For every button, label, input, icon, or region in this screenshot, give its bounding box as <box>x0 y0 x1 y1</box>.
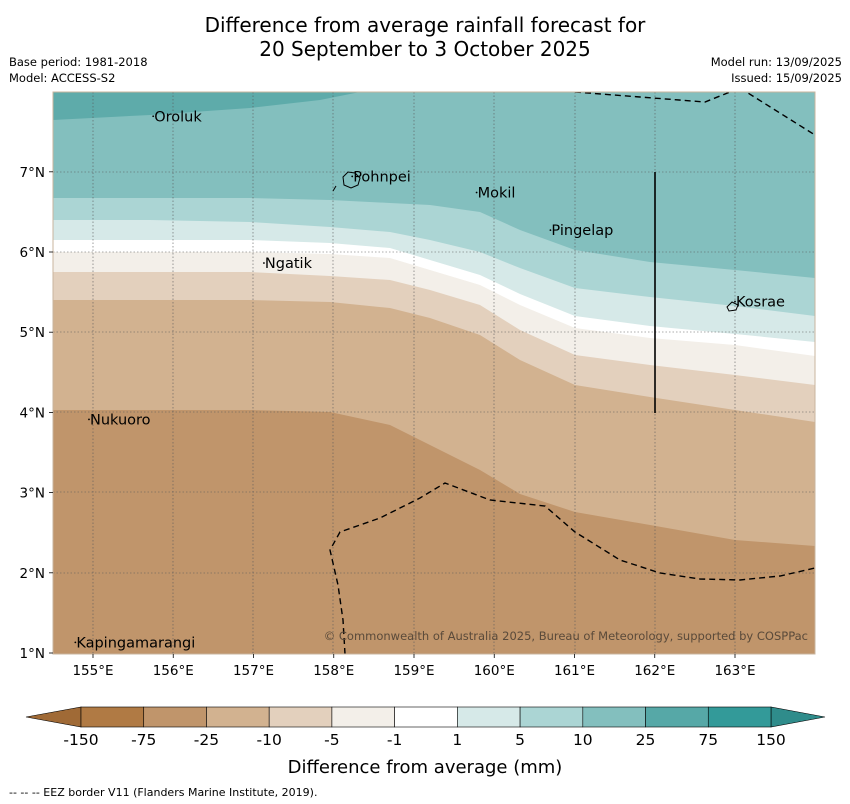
lon-tick-label: 156°E <box>153 663 194 679</box>
place-labels: Oroluk Pohnpei Mokil Pingelap Ngatik Kosrae Nu… <box>74 109 785 651</box>
map-panel: Oroluk Pohnpei Mokil Pingelap Ngatik Kosrae Nu… <box>20 91 826 778</box>
place-marker-kapingamarangi <box>74 641 77 644</box>
model-run-text: Model run: 13/09/2025 <box>710 55 842 69</box>
place-label-mokil: Mokil <box>478 185 516 201</box>
colorbar-tick-label: 75 <box>698 731 718 749</box>
eez-border <box>329 92 815 654</box>
place-marker-pohnpei <box>351 175 354 178</box>
issued-text: Issued: 15/09/2025 <box>731 71 842 85</box>
colorbar-swatch <box>206 706 270 728</box>
map-title: Difference from average rainfall forecas… <box>0 13 850 61</box>
lon-tick-label: 162°E <box>634 663 675 679</box>
lon-tick-label: 161°E <box>554 663 595 679</box>
colorbar-swatch <box>582 706 646 728</box>
place-marker-mokil <box>475 191 478 194</box>
colorbar-swatch <box>143 706 207 728</box>
place-marker-kosrae <box>734 300 736 303</box>
eez-footnote: -- -- -- EEZ border V11 (Flanders Marine… <box>9 786 318 799</box>
place-marker-pingelap <box>549 229 552 232</box>
colorbar-tick-label: -75 <box>131 731 156 749</box>
colorbar-swatch <box>457 706 521 728</box>
colorbar: -150 -75 -25 -10 -5 -1 1 5 10 25 75 150 <box>25 706 826 749</box>
colorbar-swatch <box>331 706 395 728</box>
lat-tick-label: 1°N <box>20 646 45 662</box>
place-label-pohnpei: Pohnpei <box>353 169 411 185</box>
place-label-oroluk: Oroluk <box>154 109 202 125</box>
band-25-to-75 <box>53 92 360 120</box>
pohnpei-island <box>342 171 361 189</box>
colorbar-tick-label: -1 <box>387 731 402 749</box>
lat-tick-label: 2°N <box>20 566 45 582</box>
colorbar-tick-label: -150 <box>63 731 98 749</box>
colorbar-tick-label: 1 <box>452 731 462 749</box>
eez-border-north <box>574 92 815 136</box>
lat-tick-label: 5°N <box>20 325 45 341</box>
run-info: Model run: 13/09/2025 Issued: 15/09/2025 <box>711 54 842 86</box>
place-marker-oroluk <box>152 115 155 118</box>
lon-tick-label: 159°E <box>393 663 434 679</box>
colorbar-swatch <box>268 706 333 728</box>
lon-tick-label: 163°E <box>714 663 755 679</box>
ant-atoll <box>332 185 337 192</box>
place-label-kosrae: Kosrae <box>736 295 785 311</box>
rainfall-anomaly-field: Oroluk Pohnpei Mokil Pingelap Ngatik Kosrae Nu… <box>53 92 815 654</box>
islands <box>332 171 739 312</box>
colorbar-swatch <box>707 706 772 728</box>
colorbar-extend-low <box>25 706 82 728</box>
lon-tick-label: 158°E <box>313 663 354 679</box>
lat-tick-label: 4°N <box>20 405 45 421</box>
place-label-pingelap: Pingelap <box>551 223 613 239</box>
lat-tick-label: 7°N <box>20 165 45 181</box>
colorbar-swatch <box>645 706 709 728</box>
band-10-to-25 <box>53 92 815 278</box>
lat-tick-label: 6°N <box>20 245 45 261</box>
colorbar-label: Difference from average (mm) <box>288 757 563 778</box>
place-label-ngatik: Ngatik <box>265 256 313 272</box>
eez-border-south <box>329 482 815 654</box>
colorbar-tick-label: -5 <box>324 731 339 749</box>
place-label-nukuoro: Nukuoro <box>90 412 151 428</box>
map-title-line1: Difference from average rainfall forecas… <box>204 13 646 37</box>
lat-tick-label: 3°N <box>20 486 45 502</box>
colorbar-tick-label: 10 <box>573 731 593 749</box>
colorbar-tick-label: 150 <box>756 731 786 749</box>
lon-tick-labels: 155°E 156°E 157°E 158°E 159°E 160°E 161°E 162°E… <box>72 654 756 679</box>
place-marker-nukuoro <box>88 418 90 421</box>
copyright-notice: © Commonwealth of Australia 2025, Bureau… <box>324 629 808 643</box>
base-period-text: Base period: 1981-2018 <box>9 55 148 69</box>
lat-tick-labels: 1°N 2°N 3°N 4°N 5°N 6°N 7°N <box>20 165 53 662</box>
colorbar-swatch <box>394 706 458 728</box>
lon-tick-label: 157°E <box>233 663 274 679</box>
map-frame <box>52 91 816 655</box>
kosrae-island <box>726 301 739 312</box>
model-info: Base period: 1981-2018 Model: ACCESS-S2 <box>9 54 148 86</box>
lon-tick-label: 155°E <box>72 663 113 679</box>
colorbar-extend-high <box>770 706 826 728</box>
model-text: Model: ACCESS-S2 <box>9 71 116 85</box>
colorbar-tick-label: 25 <box>636 731 656 749</box>
map-title-line2: 20 September to 3 October 2025 <box>259 37 591 61</box>
lon-tick-label: 160°E <box>474 663 515 679</box>
colorbar-tick-label: -10 <box>257 731 282 749</box>
colorbar-swatch <box>519 706 584 728</box>
colorbar-swatch <box>80 706 145 728</box>
place-label-kapingamarangi: Kapingamarangi <box>76 635 195 651</box>
colorbar-tick-label: -25 <box>194 731 219 749</box>
colorbar-tick-label: 5 <box>515 731 525 749</box>
place-marker-ngatik <box>263 262 265 264</box>
